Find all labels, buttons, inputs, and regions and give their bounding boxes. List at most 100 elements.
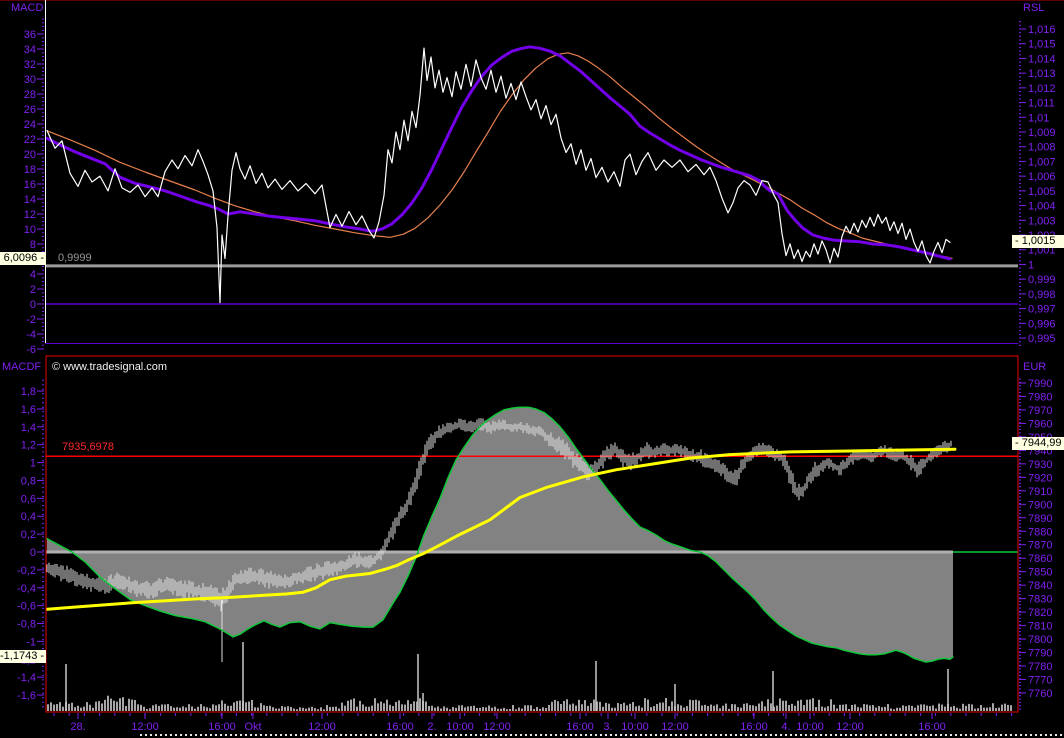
axis-tick-label: 7760 bbox=[1028, 688, 1052, 700]
axis-tick-label: 24 bbox=[24, 119, 36, 131]
axis-tick-label: 0,4 bbox=[21, 511, 36, 523]
x-axis-label: 28. bbox=[70, 721, 85, 733]
x-axis-label: 12:00 bbox=[131, 721, 159, 733]
axis-tick-label: 7930 bbox=[1028, 459, 1052, 471]
axis-tick-label: 1,015 bbox=[1028, 39, 1056, 51]
axis-tick-label: 7870 bbox=[1028, 540, 1052, 552]
axis-tick-label: 1,006 bbox=[1028, 171, 1056, 183]
x-axis-label: 4. bbox=[781, 721, 790, 733]
axis-tick-label: 7920 bbox=[1028, 472, 1052, 484]
axis-tick-label: 7800 bbox=[1028, 634, 1052, 646]
bottom-panel-border bbox=[45, 355, 1019, 713]
axis-tick-label: 0,997 bbox=[1028, 304, 1056, 316]
x-axis-label: 12:00 bbox=[483, 721, 511, 733]
volume-bars bbox=[47, 642, 1012, 711]
axis-tick-label: -6 bbox=[26, 344, 36, 356]
x-axis-label: 16:00 bbox=[918, 721, 946, 733]
axis-tick-label: 1,013 bbox=[1028, 68, 1056, 80]
axis-tick-label: 26 bbox=[24, 104, 36, 116]
x-axis-label: 10:00 bbox=[796, 721, 824, 733]
axis-tick-label: 0,2 bbox=[21, 529, 36, 541]
axis-tick-label: 1,8 bbox=[21, 386, 36, 398]
axis-tick-label: 1,014 bbox=[1028, 53, 1056, 65]
x-axis-label: Okt bbox=[244, 721, 261, 733]
axis-tick-label: 36 bbox=[24, 29, 36, 41]
red-line-label: 7935,6978 bbox=[62, 441, 114, 453]
top-panel-plot bbox=[0, 0, 1064, 344]
axis-tick-label: 7860 bbox=[1028, 553, 1052, 565]
axis-tick-label: 1,2 bbox=[21, 440, 36, 452]
axis-tick-label: 18 bbox=[24, 164, 36, 176]
axis-tick-label: -0,8 bbox=[17, 619, 36, 631]
axis-tick-label: -2 bbox=[26, 314, 36, 326]
axis-tick-label: 1,012 bbox=[1028, 83, 1056, 95]
axis-tick-label: 7970 bbox=[1028, 405, 1052, 417]
axis-tick-label: 7890 bbox=[1028, 513, 1052, 525]
top-panel-axes: 363432302826242220181614121086420-2-4-61… bbox=[24, 18, 1056, 356]
axis-tick-label: -4 bbox=[26, 329, 36, 341]
axis-tick-label: -0,2 bbox=[17, 565, 36, 577]
axis-tick-label: 1 bbox=[1028, 259, 1034, 271]
axis-tick-label: 7900 bbox=[1028, 499, 1052, 511]
top-panel-right-axis-title: RSL bbox=[1023, 2, 1045, 14]
axis-tick-label: 32 bbox=[24, 59, 36, 71]
axis-tick-label: -1,6 bbox=[17, 690, 36, 702]
gray-line-label: 0,9999 bbox=[58, 252, 92, 264]
rsl-value-tag: 1,0015 bbox=[1012, 235, 1064, 248]
axis-tick-label: 0,995 bbox=[1028, 333, 1056, 345]
axis-tick-label: 0,999 bbox=[1028, 274, 1056, 286]
x-axis-label: 12:00 bbox=[661, 721, 689, 733]
axis-tick-label: 12 bbox=[24, 209, 36, 221]
macd-value-tag: 6,0096 bbox=[0, 252, 46, 265]
axis-tick-label: 7830 bbox=[1028, 594, 1052, 606]
axis-tick-label: 7840 bbox=[1028, 580, 1052, 592]
axis-tick-label: 16 bbox=[24, 179, 36, 191]
macdf-area bbox=[47, 407, 953, 662]
x-axis-label: 12:00 bbox=[308, 721, 336, 733]
axis-tick-label: 1,6 bbox=[21, 404, 36, 416]
axis-tick-label: 7990 bbox=[1028, 378, 1052, 390]
axis-tick-label: 7980 bbox=[1028, 391, 1052, 403]
axis-tick-label: 1,009 bbox=[1028, 127, 1056, 139]
axis-tick-label: 1,003 bbox=[1028, 215, 1056, 227]
copyright-watermark: © www.tradesignal.com bbox=[52, 361, 168, 373]
axis-tick-label: 1,008 bbox=[1028, 142, 1056, 154]
axis-tick-label: 1,01 bbox=[1028, 112, 1049, 124]
x-axis-label: 10:00 bbox=[621, 721, 649, 733]
price-bars bbox=[46, 418, 952, 662]
bottom-panel-axes: 1,8 1,6 1,4 1,2 1 0,8 0,6 0,4 0,2 0 -0,2 -0,4 -0,6 -0… bbox=[17, 378, 1052, 710]
axis-tick-label: 8 bbox=[30, 239, 36, 251]
axis-tick-label: 10 bbox=[24, 224, 36, 236]
axis-tick-label: 20 bbox=[24, 149, 36, 161]
axis-tick-label: 7810 bbox=[1028, 621, 1052, 633]
axis-tick-label: 30 bbox=[24, 74, 36, 86]
axis-tick-label: 0 bbox=[30, 547, 36, 559]
x-axis-label: 2. bbox=[427, 721, 436, 733]
axis-tick-label: -0,6 bbox=[17, 601, 36, 613]
axis-tick-label: 1,004 bbox=[1028, 201, 1056, 213]
axis-tick-label: 7910 bbox=[1028, 486, 1052, 498]
axis-tick-label: 7790 bbox=[1028, 648, 1052, 660]
bottom-panel-plot bbox=[46, 407, 1018, 662]
axis-tick-label: 1,011 bbox=[1028, 98, 1055, 110]
axis-tick-label: 1,001 bbox=[1028, 245, 1056, 257]
bottom-panel-title: MACDF bbox=[2, 361, 42, 373]
macdf-value-tag: -1,1743 bbox=[0, 650, 46, 663]
axis-tick-label: 14 bbox=[24, 194, 36, 206]
axis-tick-label: 1 bbox=[30, 458, 36, 470]
x-axis: 28. 12:00 16:00 Okt 12:00 16:00 2. 10:00 12:00 16… bbox=[53, 713, 1064, 736]
axis-tick-label: 1,005 bbox=[1028, 186, 1056, 198]
axis-tick-label: 7770 bbox=[1028, 675, 1052, 687]
price-value-tag: 7944,99 bbox=[1012, 437, 1064, 450]
bottom-panel-right-axis-title: EUR bbox=[1023, 361, 1047, 373]
axis-tick-label: -0,4 bbox=[17, 583, 36, 595]
axis-tick-label: 2 bbox=[30, 284, 36, 296]
axis-tick-label: 28 bbox=[24, 89, 36, 101]
axis-tick-label: 1,4 bbox=[21, 422, 36, 434]
axis-tick-label: 1,007 bbox=[1028, 156, 1056, 168]
axis-tick-label: 0,6 bbox=[21, 493, 36, 505]
axis-tick-label: -1,4 bbox=[17, 672, 36, 684]
axis-tick-label: 0 bbox=[30, 299, 36, 311]
